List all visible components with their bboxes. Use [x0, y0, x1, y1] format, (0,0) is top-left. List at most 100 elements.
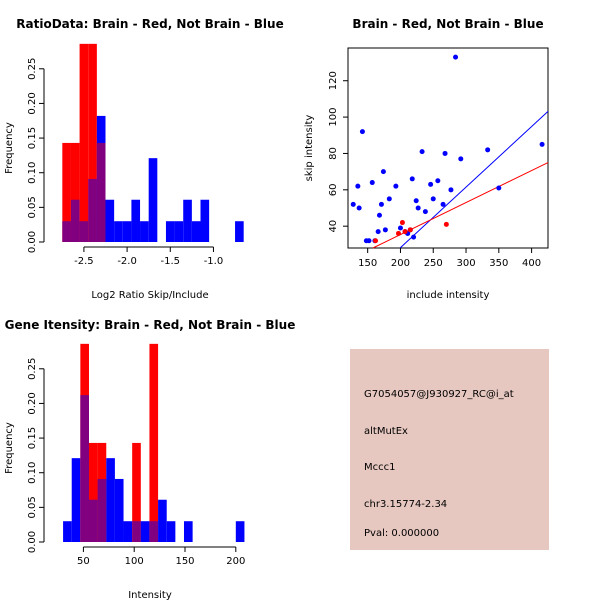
ratio-bar-not-brain — [148, 158, 158, 242]
scatter-point-not-brain — [380, 169, 386, 175]
info-box-background — [350, 349, 549, 550]
gene-name-text: Mccc1 — [364, 462, 395, 473]
scatter-x-tick-label: 300 — [456, 258, 475, 269]
scatter-x-tick-label: 350 — [489, 258, 508, 269]
ratio-y-tick-label: 0.15 — [27, 127, 38, 149]
ratio-bar-not-brain — [200, 199, 210, 242]
ratio-bar-not-brain — [105, 199, 115, 242]
scatter-points — [350, 54, 545, 244]
ratio-bar-brain — [79, 43, 89, 242]
scatter-x-axis: 150 200 250 300 350 400 — [358, 248, 541, 269]
int-bar-not-brain — [123, 521, 133, 542]
ratio-bar-brain — [70, 142, 80, 242]
ratio-bar-not-brain — [235, 221, 244, 242]
ratio-y-tick-label: 0.20 — [27, 92, 38, 114]
probe-id-text: G7054057@J930927_RC@i_at — [364, 389, 514, 400]
scatter-point-not-brain — [376, 212, 382, 218]
ratio-bar-not-brain — [191, 221, 201, 242]
intensity-x-axis-label: Intensity — [128, 590, 172, 600]
int-bar-not-brain — [235, 521, 245, 542]
scatter-point-not-brain — [393, 183, 399, 189]
ratio-bar-not-brain — [122, 221, 132, 242]
ratio-bar-overlap — [88, 178, 97, 242]
intensity-y-axis-label: Frequency — [4, 422, 15, 474]
ratio-bar-not-brain — [131, 199, 141, 242]
scatter-point-not-brain — [378, 201, 384, 207]
int-bar-overlap — [88, 499, 98, 542]
scatter-point-not-brain — [435, 178, 441, 184]
ratio-bar-brain — [88, 43, 97, 242]
scatter-point-not-brain — [496, 185, 502, 191]
int-bar-not-brain — [183, 521, 193, 542]
int-y-tick-label: 0.20 — [27, 392, 38, 414]
int-bar-brain — [149, 343, 159, 542]
scatter-point-not-brain — [369, 180, 375, 186]
ratio-y-tick-label: 0.10 — [27, 162, 38, 184]
scatter-chart-title: Brain - Red, Not Brain - Blue — [352, 17, 543, 31]
scatter-point-brain — [407, 227, 413, 233]
ratio-x-axis-label: Log2 Ratio Skip/Include — [91, 290, 208, 301]
scatter-point-brain — [373, 238, 379, 244]
int-y-tick-label: 0.15 — [27, 427, 38, 449]
scatter-point-not-brain — [397, 225, 403, 231]
scatter-point-not-brain — [422, 209, 428, 215]
scatter-y-tick-label: 120 — [328, 71, 339, 90]
scatter-point-not-brain — [413, 198, 419, 204]
scatter-y-axis-label: skip intensity — [304, 115, 315, 182]
scatter-point-brain — [443, 221, 449, 227]
scatter-point-not-brain — [366, 238, 372, 244]
scatter-point-not-brain — [440, 201, 446, 207]
ratio-histogram-panel: RatioData: Brain - Red, Not Brain - Blue… — [4, 17, 284, 301]
ratio-x-tick-label: -1.5 — [161, 256, 181, 267]
scatter-point-not-brain — [485, 147, 491, 153]
ratio-bar-overlap — [62, 221, 71, 242]
intensity-chart-title: Gene Itensity: Brain - Red, Not Brain - … — [5, 318, 296, 332]
scatter-point-not-brain — [386, 196, 392, 202]
ratio-bar-not-brain — [174, 221, 184, 242]
ratio-bar-overlap — [79, 221, 89, 242]
scatter-point-not-brain — [428, 181, 434, 187]
scatter-x-tick-label: 250 — [424, 258, 443, 269]
int-x-tick-label: 150 — [175, 556, 194, 567]
intensity-histogram-panel: Gene Itensity: Brain - Red, Not Brain - … — [4, 318, 296, 601]
int-bar-not-brain — [106, 458, 115, 542]
scatter-point-not-brain — [458, 156, 464, 162]
int-bar-not-brain — [114, 478, 124, 542]
scatter-panel: Brain - Red, Not Brain - Blue include in… — [304, 17, 549, 301]
int-bar-not-brain — [71, 458, 81, 542]
scatter-point-brain — [395, 230, 401, 236]
brain-regression-line — [372, 162, 549, 249]
ratio-y-axis: 0.00 0.05 0.10 0.15 0.20 0.25 — [27, 58, 45, 253]
scatter-x-axis-label: include intensity — [407, 290, 490, 301]
int-y-tick-label: 0.10 — [27, 462, 38, 484]
int-bar-overlap — [149, 521, 159, 542]
int-bar-overlap — [97, 478, 107, 542]
int-y-tick-label: 0.05 — [27, 496, 38, 518]
ratio-y-axis-label: Frequency — [4, 122, 15, 174]
int-bar-brain — [132, 442, 141, 542]
int-x-tick-label: 50 — [77, 556, 90, 567]
ratio-y-tick-label: 0.00 — [27, 231, 38, 253]
scatter-point-brain — [402, 229, 408, 235]
int-bar-overlap — [132, 521, 141, 542]
scatter-y-tick-label: 80 — [328, 147, 339, 160]
scatter-point-brain — [399, 220, 405, 226]
scatter-point-not-brain — [448, 187, 454, 193]
scatter-y-axis: 40 60 80 100 120 — [328, 71, 348, 233]
not-brain-regression-line — [399, 111, 549, 249]
int-y-tick-label: 0.25 — [27, 358, 38, 380]
int-bar-not-brain — [63, 521, 72, 542]
scatter-point-not-brain — [355, 183, 361, 189]
ratio-bar-not-brain — [165, 221, 175, 242]
pval-text: Pval: 0.000000 — [364, 528, 439, 539]
intensity-y-axis: 0.00 0.05 0.10 0.15 0.20 0.25 — [27, 358, 45, 553]
scatter-y-tick-label: 40 — [328, 220, 339, 233]
scatter-point-not-brain — [409, 176, 415, 182]
scatter-y-tick-label: 100 — [328, 108, 339, 127]
ratio-bar-brain — [62, 142, 71, 242]
scatter-point-not-brain — [356, 205, 362, 211]
scatter-regression-lines — [372, 111, 549, 249]
ratio-y-tick-label: 0.05 — [27, 196, 38, 218]
scatter-point-not-brain — [375, 229, 381, 235]
